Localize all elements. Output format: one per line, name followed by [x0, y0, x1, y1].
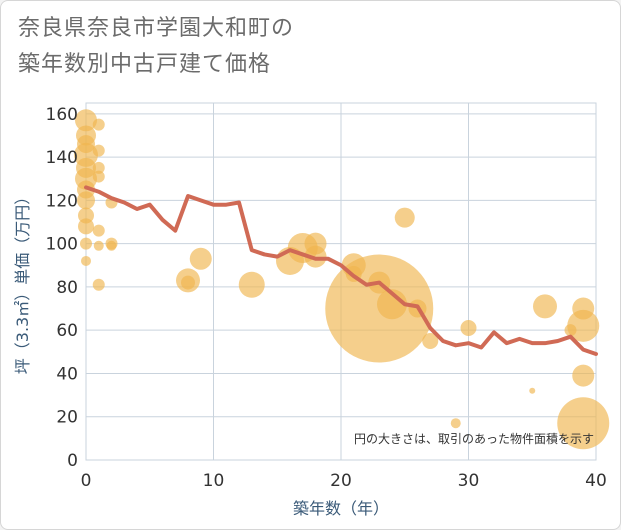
x-axis-label: 築年数（年） — [293, 499, 389, 518]
x-tick-label: 10 — [203, 471, 225, 491]
y-tick-label: 40 — [56, 364, 78, 384]
bubble-point — [81, 255, 91, 266]
x-tick-label: 40 — [585, 471, 607, 491]
y-tick-label: 120 — [46, 191, 78, 211]
bubble-point — [92, 170, 105, 183]
bubble-point — [394, 207, 415, 228]
bubble-point — [77, 191, 95, 210]
bubble-point — [92, 224, 105, 237]
bubble-point — [189, 247, 212, 270]
bubble-point — [238, 271, 265, 298]
average-price-line — [84, 185, 598, 356]
bubble-point — [106, 240, 117, 251]
y-tick-label: 140 — [46, 148, 78, 168]
title-line-2: 築年数別中古戸建て価格 — [18, 52, 272, 77]
bubble-point — [75, 109, 97, 132]
bubble-point — [92, 118, 105, 131]
x-tick-labels: 0 10 20 30 40 — [81, 471, 607, 491]
size-annotation: 円の大きさは、取引のあった物件面積を示す — [354, 431, 594, 446]
y-tick-label: 160 — [46, 105, 78, 125]
chart-title: 奈良県奈良市学園大和町の 築年数別中古戸建て価格 — [18, 11, 294, 83]
bubble-point — [529, 387, 536, 394]
bubble-point — [460, 320, 477, 337]
bubble-point — [92, 144, 105, 157]
x-tick-label: 20 — [330, 471, 352, 491]
bubble-point — [92, 278, 105, 291]
bubble-point — [422, 333, 439, 349]
x-tick-label: 0 — [81, 471, 92, 491]
bubble-point — [93, 240, 104, 251]
y-tick-label: 0 — [67, 451, 78, 471]
y-tick-label: 20 — [56, 408, 78, 428]
bubble-point — [80, 237, 92, 250]
bubble-point — [450, 418, 461, 429]
bubble-point — [78, 218, 94, 235]
bubble-point — [377, 289, 407, 320]
y-tick-label: 100 — [46, 235, 78, 255]
y-tick-label: 80 — [56, 278, 78, 298]
bubble-point — [533, 294, 557, 319]
bubble-point — [181, 275, 195, 290]
bubble-point — [92, 161, 105, 174]
title-line-1: 奈良県奈良市学園大和町の — [18, 16, 295, 41]
y-tick-label: 60 — [56, 321, 78, 341]
bubble-point — [304, 245, 327, 268]
y-axis-label: 坪（3.3㎡）単価（万円） — [13, 189, 32, 374]
bubble-point — [557, 397, 610, 450]
x-tick-label: 30 — [458, 471, 480, 491]
bubble-point — [567, 309, 600, 342]
y-tick-labels: 0 20 40 60 80 100 120 140 160 — [46, 105, 78, 471]
bubble-point — [572, 364, 595, 387]
